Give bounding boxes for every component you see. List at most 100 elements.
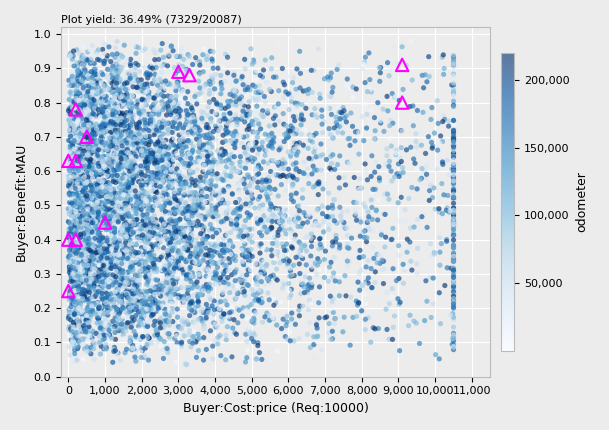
Point bbox=[436, 132, 446, 139]
Point bbox=[390, 313, 400, 319]
Point bbox=[139, 127, 149, 134]
Point bbox=[348, 94, 357, 101]
Point bbox=[194, 292, 203, 298]
Point bbox=[74, 278, 83, 285]
Point bbox=[141, 312, 150, 319]
Point bbox=[68, 138, 78, 144]
Point bbox=[87, 124, 97, 131]
Point bbox=[130, 204, 139, 211]
Point bbox=[118, 195, 128, 202]
Point bbox=[315, 222, 325, 229]
Point bbox=[133, 61, 143, 68]
Point bbox=[153, 150, 163, 157]
Point bbox=[216, 190, 225, 197]
Point bbox=[178, 270, 188, 276]
Point bbox=[135, 112, 145, 119]
Point bbox=[72, 212, 82, 219]
Point bbox=[159, 93, 169, 100]
Point bbox=[229, 316, 239, 323]
Point bbox=[82, 296, 92, 303]
Point bbox=[190, 126, 200, 132]
Point bbox=[177, 181, 187, 187]
Point bbox=[83, 230, 93, 237]
Point bbox=[128, 172, 138, 178]
Point bbox=[195, 186, 205, 193]
Point bbox=[122, 195, 132, 202]
Point bbox=[182, 284, 192, 291]
Point bbox=[162, 236, 172, 243]
Point bbox=[76, 278, 86, 285]
Point bbox=[218, 197, 228, 203]
Point bbox=[196, 315, 206, 322]
Point bbox=[99, 158, 109, 165]
Point bbox=[259, 158, 269, 165]
Point bbox=[135, 212, 144, 219]
Point bbox=[299, 209, 309, 216]
Point bbox=[197, 196, 207, 203]
Point bbox=[390, 93, 400, 100]
Point bbox=[246, 301, 256, 308]
Point bbox=[292, 65, 302, 72]
Point bbox=[73, 121, 83, 128]
Point bbox=[123, 303, 133, 310]
Point bbox=[362, 234, 371, 241]
Point bbox=[110, 225, 119, 232]
Point bbox=[112, 145, 122, 152]
Point bbox=[314, 46, 323, 52]
Point bbox=[209, 128, 219, 135]
Point bbox=[143, 323, 152, 330]
Point bbox=[234, 181, 244, 187]
Point bbox=[190, 117, 200, 124]
Point bbox=[84, 138, 94, 145]
Point bbox=[185, 114, 194, 121]
Point bbox=[158, 179, 168, 186]
Point bbox=[171, 181, 180, 187]
Point bbox=[266, 139, 276, 146]
Point bbox=[97, 279, 107, 286]
Point bbox=[65, 227, 74, 234]
Point bbox=[94, 98, 104, 105]
Point bbox=[132, 241, 141, 248]
Point bbox=[169, 200, 178, 207]
Point bbox=[134, 136, 144, 143]
Point bbox=[167, 254, 177, 261]
Point bbox=[80, 135, 90, 142]
Point bbox=[181, 155, 191, 162]
Point bbox=[135, 146, 144, 153]
Point bbox=[404, 245, 414, 252]
Point bbox=[438, 112, 448, 119]
Point bbox=[96, 226, 106, 233]
Point bbox=[317, 167, 326, 174]
Point bbox=[262, 275, 272, 282]
Point bbox=[108, 252, 118, 259]
Point bbox=[325, 148, 335, 155]
Point bbox=[228, 283, 238, 289]
Point bbox=[216, 124, 225, 131]
Point bbox=[398, 169, 408, 176]
Point bbox=[66, 124, 76, 131]
Point bbox=[449, 230, 459, 236]
Point bbox=[81, 287, 91, 294]
Point bbox=[350, 207, 360, 214]
Point bbox=[95, 199, 105, 206]
Point bbox=[224, 200, 234, 206]
Point bbox=[163, 312, 173, 319]
Point bbox=[120, 231, 130, 238]
Point bbox=[149, 122, 158, 129]
Point bbox=[152, 92, 161, 98]
Point bbox=[187, 212, 197, 219]
Point bbox=[258, 214, 268, 221]
Point bbox=[165, 216, 175, 223]
Point bbox=[89, 97, 99, 104]
Point bbox=[97, 269, 107, 276]
Point bbox=[95, 234, 105, 241]
Point bbox=[74, 286, 83, 293]
Point bbox=[175, 120, 185, 127]
Point bbox=[83, 330, 93, 337]
Point bbox=[286, 153, 295, 160]
Point bbox=[160, 222, 169, 229]
Point bbox=[65, 177, 74, 184]
Point bbox=[189, 220, 199, 227]
Point bbox=[100, 178, 110, 185]
Point bbox=[268, 211, 278, 218]
